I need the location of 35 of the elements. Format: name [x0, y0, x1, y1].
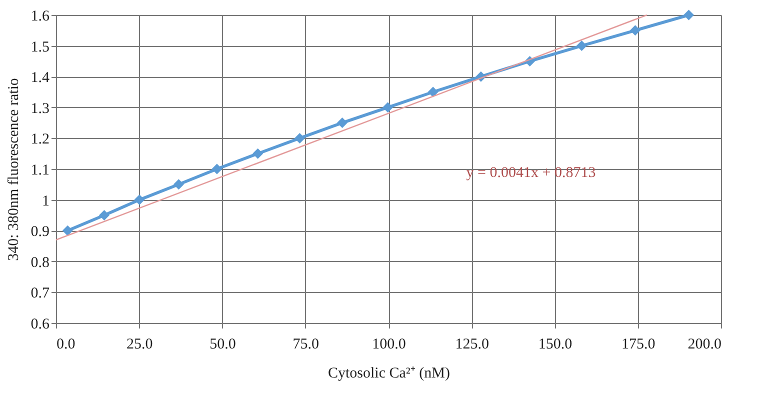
point	[428, 86, 438, 98]
x-tick-label: 125.0	[455, 336, 489, 352]
y-tick-label: 0.6	[30, 316, 50, 332]
y-tick-label: 0.9	[30, 224, 50, 240]
point	[382, 102, 394, 113]
x-tick-label: 200.0	[688, 336, 722, 352]
x-tick-label: 100.0	[372, 336, 406, 352]
point	[252, 148, 264, 159]
point	[98, 210, 110, 220]
point	[337, 118, 348, 128]
point	[294, 132, 305, 144]
y-tick-label: 1	[42, 193, 50, 210]
y-tick-label: 1.3	[30, 100, 50, 117]
y-tick-label: 1.2	[30, 132, 50, 148]
y-tick-label: 1.6	[30, 8, 50, 24]
x-tick-label: 50.0	[210, 336, 236, 352]
x-tick-label: 75.0	[292, 336, 319, 352]
x-axis-title: Cytosolic Ca²⁺ (nM)	[328, 366, 450, 382]
y-tick-label: 0.8	[30, 254, 50, 271]
x-tick-label: 25.0	[126, 336, 153, 352]
point	[173, 179, 184, 190]
x-tick-label: 150.0	[538, 336, 572, 352]
point	[684, 10, 694, 20]
y-tick-label: 1.1	[30, 162, 50, 178]
point	[62, 225, 73, 236]
x-tick-label: 0.0	[56, 336, 76, 352]
y-tick-label: 1.4	[30, 70, 50, 86]
point	[134, 194, 145, 206]
y-tick-label: 0.7	[30, 286, 50, 302]
point	[576, 40, 587, 52]
y-tick-label: 1.5	[30, 39, 50, 56]
point	[630, 25, 640, 36]
point	[212, 164, 222, 174]
x-tick-label: 175.0	[622, 336, 656, 352]
y-axis-title: 340: 380nm fluorescence ratio	[6, 78, 22, 261]
